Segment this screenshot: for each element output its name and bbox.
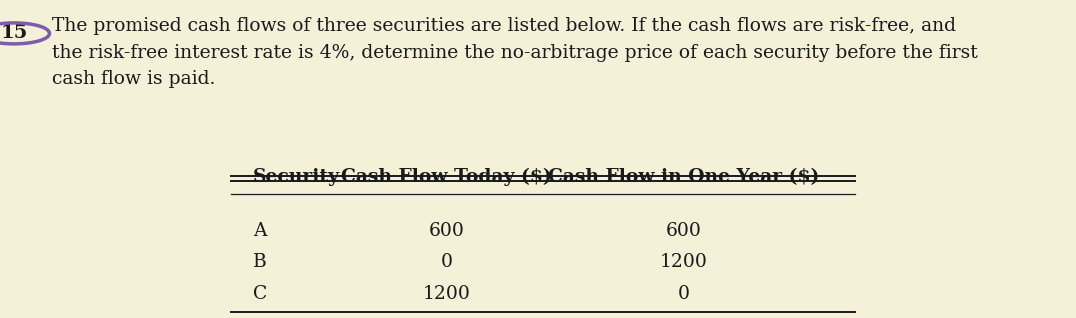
Text: 600: 600	[428, 222, 465, 239]
Text: 0: 0	[440, 253, 453, 271]
Text: A: A	[253, 222, 267, 239]
Text: 600: 600	[665, 222, 702, 239]
Text: Security: Security	[253, 168, 340, 186]
Text: Cash Flow in One Year ($): Cash Flow in One Year ($)	[548, 168, 819, 186]
Text: 15: 15	[0, 24, 28, 42]
Text: C: C	[253, 285, 267, 303]
Text: 1200: 1200	[423, 285, 470, 303]
Text: 1200: 1200	[660, 253, 707, 271]
Text: B: B	[253, 253, 267, 271]
Text: 0: 0	[677, 285, 690, 303]
Text: Cash Flow Today ($): Cash Flow Today ($)	[341, 168, 552, 186]
Text: The promised cash flows of three securities are listed below. If the cash flows : The promised cash flows of three securit…	[52, 17, 977, 88]
